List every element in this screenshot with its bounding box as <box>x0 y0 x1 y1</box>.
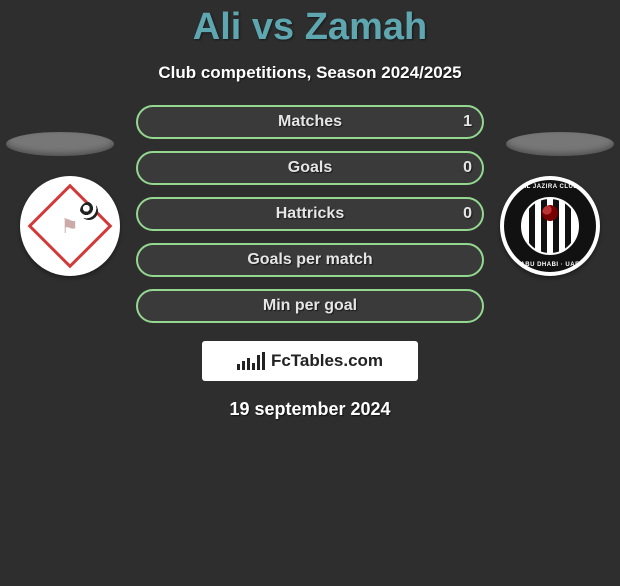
stat-label: Hattricks <box>276 205 344 223</box>
stat-row-goals-per-match: Goals per match <box>136 243 484 277</box>
left-club-badge: ⚑ <box>20 176 120 276</box>
stat-label: Min per goal <box>263 297 357 315</box>
right-badge-ball-icon <box>542 205 558 221</box>
left-badge-ball-icon <box>80 202 98 220</box>
stat-right-value: 1 <box>463 113 472 131</box>
fctables-label: FcTables.com <box>271 351 383 371</box>
right-badge-bot-text: ABU DHABI · UAE <box>520 262 579 268</box>
stat-label: Matches <box>278 113 342 131</box>
right-club-badge: AL JAZIRA CLUB ABU DHABI · UAE <box>500 176 600 276</box>
page-title: Ali vs Zamah <box>0 6 620 49</box>
stats-container: Matches 1 Goals 0 Hattricks 0 Goals per … <box>136 105 484 323</box>
fctables-logo: FcTables.com <box>202 341 418 381</box>
right-badge-ring: AL JAZIRA CLUB ABU DHABI · UAE <box>504 180 596 272</box>
stat-label: Goals per match <box>247 251 372 269</box>
right-badge-stripes <box>521 197 579 255</box>
stat-right-value: 0 <box>463 205 472 223</box>
stat-row-goals: Goals 0 <box>136 151 484 185</box>
subtitle: Club competitions, Season 2024/2025 <box>0 63 620 83</box>
left-ellipse <box>6 132 114 156</box>
right-badge-top-text: AL JAZIRA CLUB <box>522 184 578 190</box>
stat-row-min-per-goal: Min per goal <box>136 289 484 323</box>
stat-right-value: 0 <box>463 159 472 177</box>
stat-row-matches: Matches 1 <box>136 105 484 139</box>
left-badge-glyph: ⚑ <box>61 214 79 239</box>
right-ellipse <box>506 132 614 156</box>
left-badge-diamond: ⚑ <box>28 184 113 269</box>
stat-label: Goals <box>288 159 332 177</box>
date-label: 19 september 2024 <box>0 399 620 420</box>
fctables-bars-icon <box>237 352 265 370</box>
stat-row-hattricks: Hattricks 0 <box>136 197 484 231</box>
